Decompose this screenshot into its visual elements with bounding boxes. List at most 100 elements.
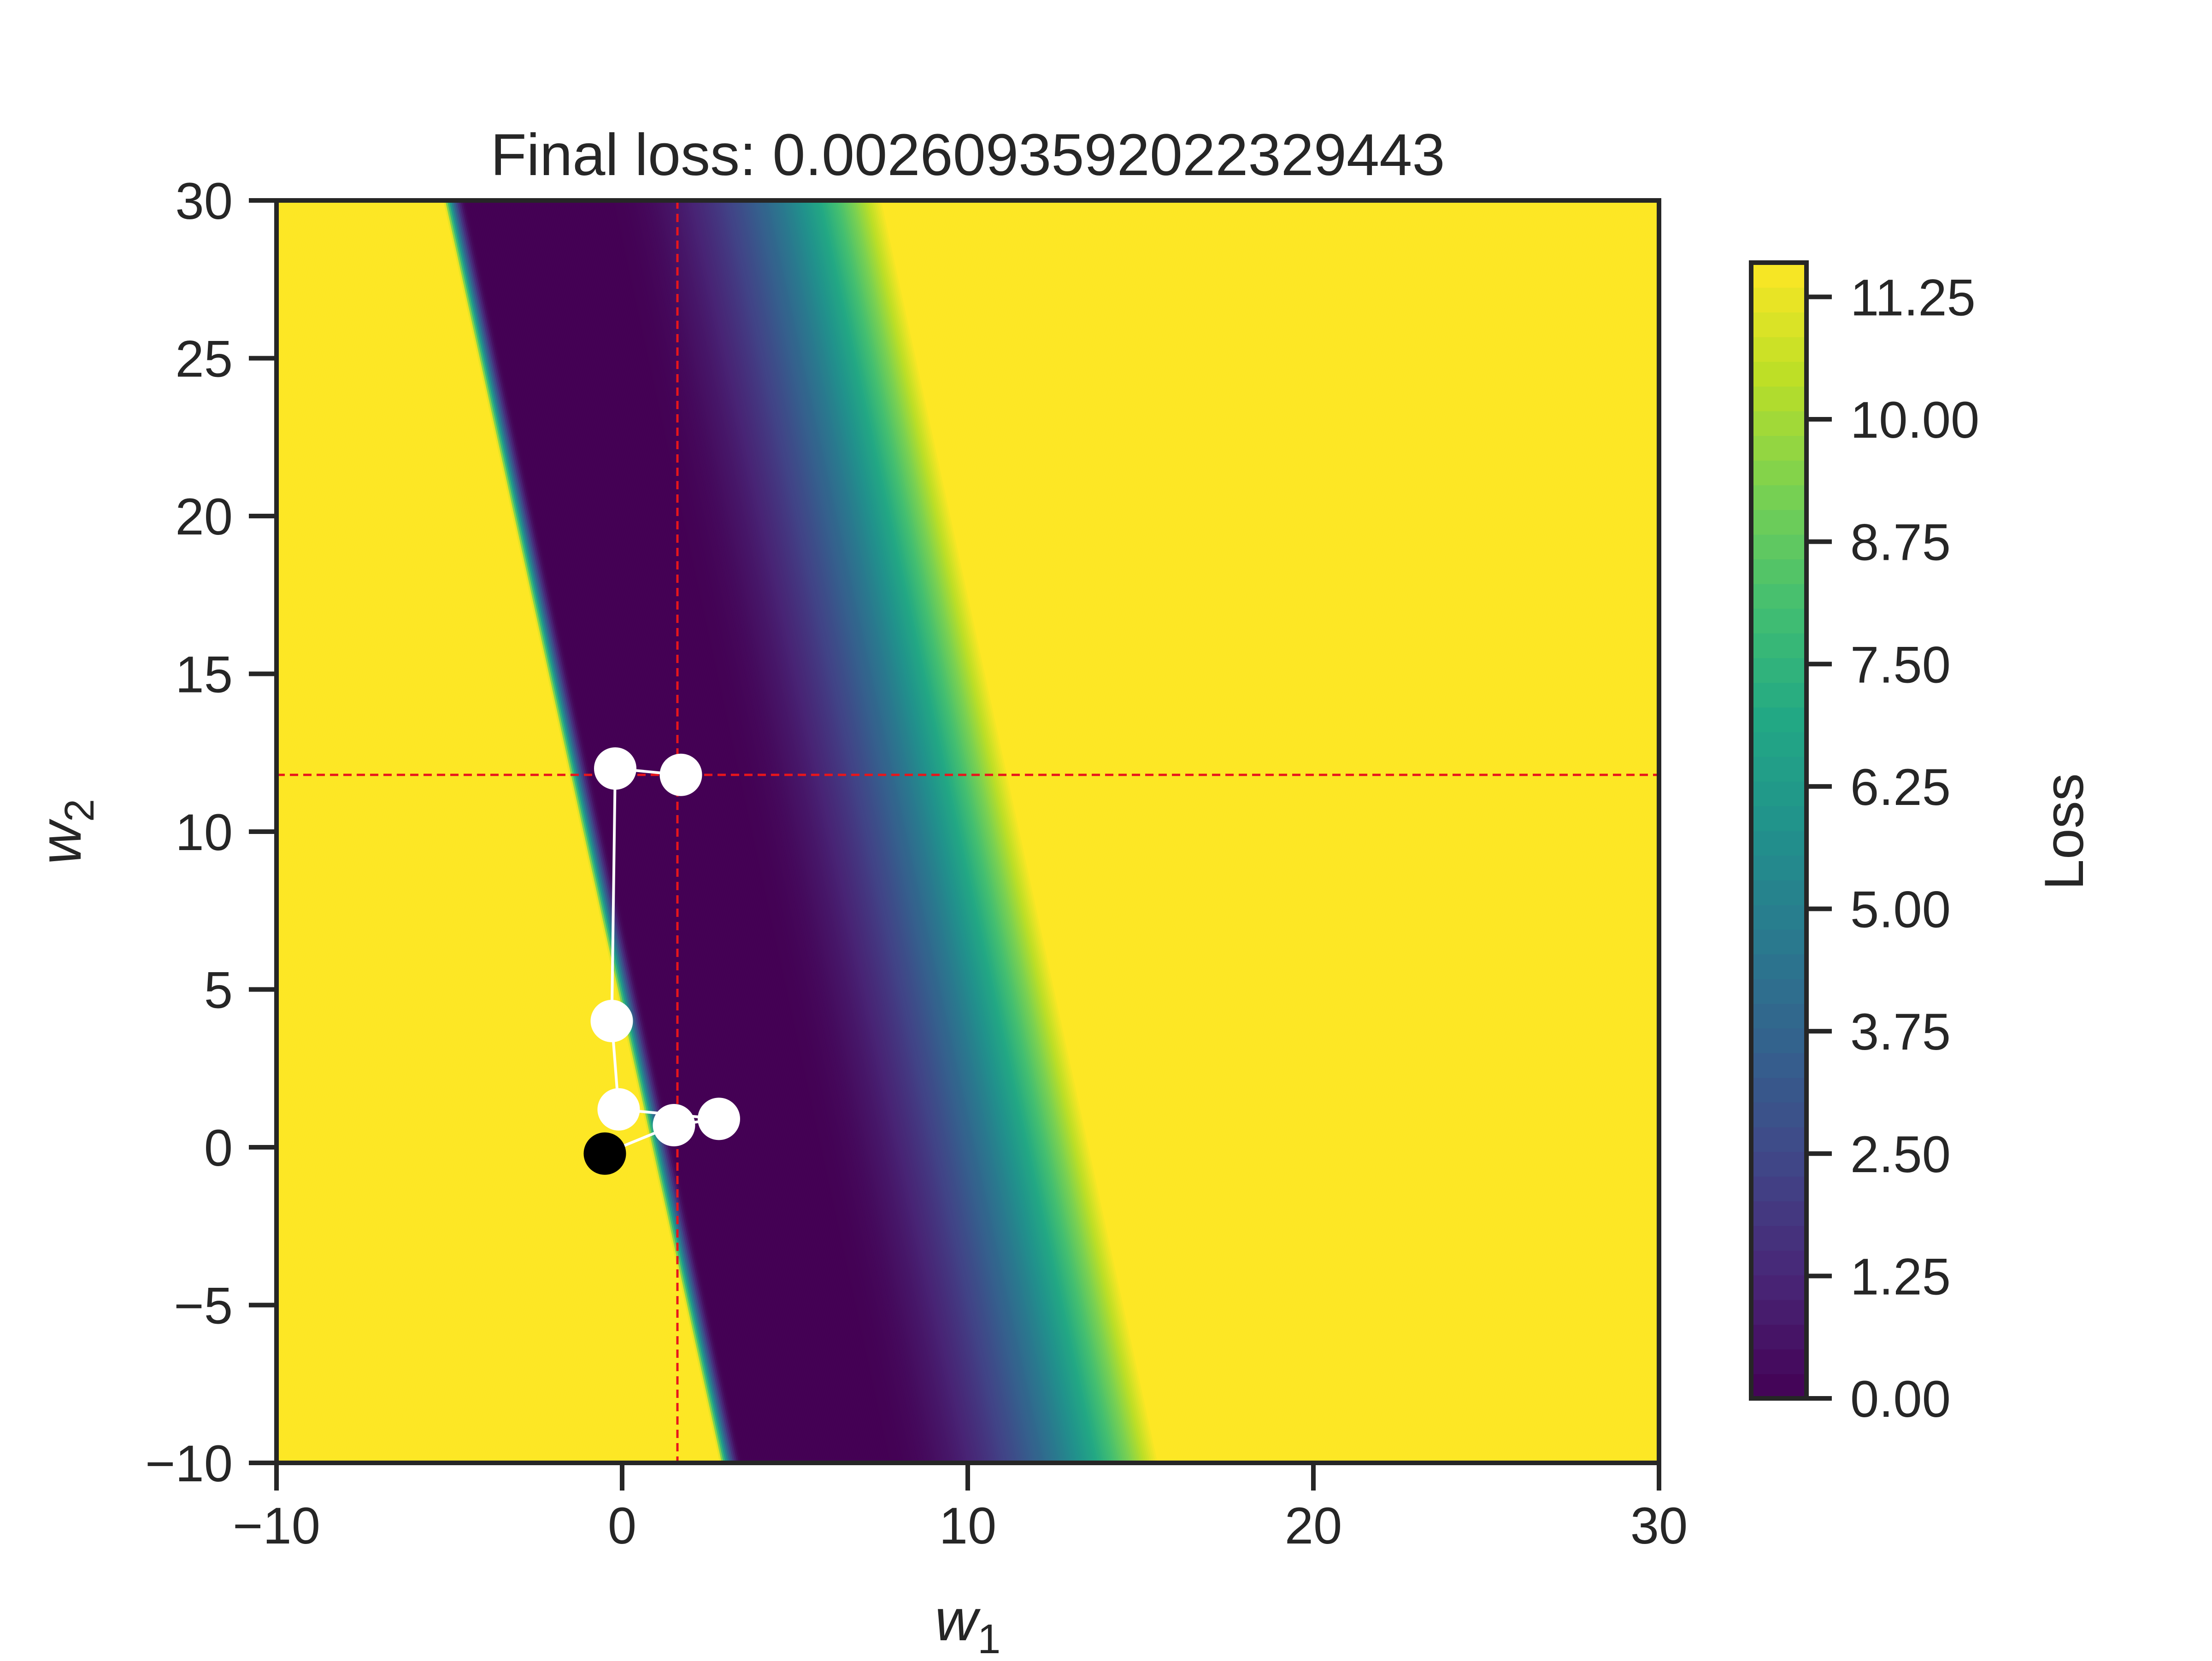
colorbar-segment [1751,559,1806,584]
colorbar-segment [1751,1052,1806,1078]
trajectory-point [597,1088,640,1131]
loss-band [1632,200,1659,324]
loss-band [1486,200,1659,991]
loss-band [1432,200,1659,1236]
loss-band [1422,200,1659,1280]
loss-band [1622,200,1659,368]
loss-band [1645,200,1659,263]
loss-band [1559,200,1659,657]
y-tick-label: 20 [175,488,233,546]
colorbar-segment [1751,534,1806,560]
loss-band [1589,200,1659,517]
start-point [583,1132,626,1175]
colorbar-segment [1751,979,1806,1004]
loss-band [1418,200,1659,1297]
loss-band [1606,200,1659,439]
loss-band [1455,200,1659,1131]
colorbar-segment [1751,312,1806,337]
y-tick-label: 30 [175,172,233,230]
loss-band [1557,200,1659,666]
loss-band [1540,200,1659,745]
loss-band [1471,200,1659,1061]
colorbar-segment [1751,411,1806,436]
loss-band [1388,200,1659,1438]
colorbar-segment [1751,608,1806,634]
loss-band [1549,200,1659,701]
loss-band [1537,200,1659,754]
loss-band [1626,200,1659,351]
y-tick-label: −5 [174,1277,233,1335]
colorbar-segment [1751,1151,1806,1177]
colorbar-tick-label: 5.00 [1850,881,1951,939]
loss-band [1572,200,1659,596]
loss-band [1415,200,1659,1315]
loss-band [1392,200,1659,1420]
loss-band [1634,200,1659,316]
loss-band [1547,200,1659,710]
loss-band [1447,200,1659,1166]
loss-band [1603,200,1659,456]
colorbar-segment [1751,1373,1806,1399]
x-tick-label: 20 [1285,1497,1342,1555]
loss-band [1438,200,1659,1210]
colorbar-segment [1751,460,1806,486]
loss-band [1413,200,1659,1324]
colorbar-segment [1751,583,1806,609]
trajectory-point [594,747,636,790]
loss-band [1507,200,1659,894]
colorbar-segment [1751,707,1806,733]
colorbar-segment [1751,1299,1806,1325]
colorbar-segment [1751,287,1806,313]
chart-title: Final loss: 0.0026093592022329443 [490,122,1445,188]
loss-band [1409,200,1659,1341]
colorbar-tick-label: 0.00 [1850,1370,1951,1428]
loss-band [1474,200,1659,1044]
y-tick-label: −10 [145,1435,233,1492]
loss-band [1580,200,1659,561]
loss-band [1582,200,1659,552]
loss-band [1649,200,1659,246]
y-axis-label-subscript: 2 [57,799,103,822]
loss-band [1605,200,1659,447]
colorbar-segment [1751,1201,1806,1226]
loss-band [1428,200,1659,1254]
loss-band [1578,200,1659,570]
x-tick-label: 30 [1630,1497,1688,1555]
x-axis-label: w1 [935,1587,1001,1659]
loss-band [1534,200,1659,772]
loss-band [1430,200,1659,1245]
loss-band [1434,200,1659,1227]
colorbar-tick-label: 8.75 [1850,514,1951,571]
colorbar-segment [1751,509,1806,535]
loss-band [1463,200,1659,1096]
loss-band [1399,200,1659,1385]
loss-band [1449,200,1659,1157]
loss-band [1497,200,1659,938]
loss-band [1520,200,1659,833]
optimization-trajectory [583,747,740,1175]
colorbar-segment [1751,880,1806,905]
loss-band [1543,200,1659,728]
loss-band [1397,200,1659,1394]
loss-band [1480,200,1659,1017]
loss-band [1599,200,1659,474]
colorbar-tick-label: 11.25 [1850,269,1976,326]
colorbar-segment [1751,1275,1806,1300]
loss-band [1494,200,1659,956]
loss-band [1518,200,1659,842]
loss-band [1514,200,1659,859]
loss-band [1576,200,1659,579]
loss-band [1597,200,1659,482]
loss-band [1593,200,1659,500]
colorbar-segment [1751,1028,1806,1053]
colorbar-segment [1751,855,1806,880]
colorbar-tick-label: 2.50 [1850,1126,1951,1183]
loss-band [1445,200,1659,1175]
loss-band [1512,200,1659,868]
loss-band [1411,200,1659,1332]
loss-band [1624,200,1659,359]
colorbar-segment [1751,756,1806,782]
y-tick-label: 5 [204,962,233,1019]
